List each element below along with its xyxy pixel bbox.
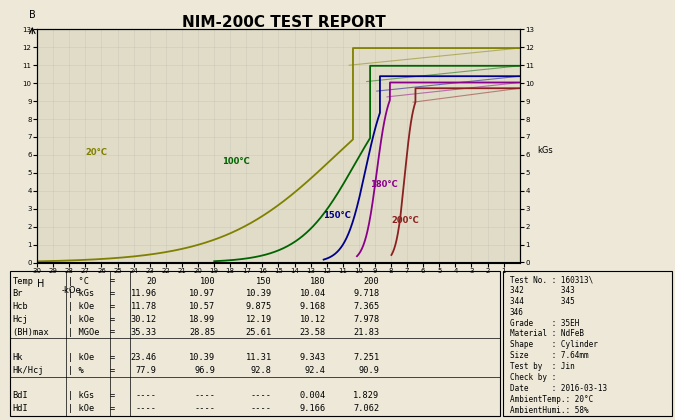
Text: 344        345: 344 345 — [510, 297, 574, 306]
Text: 11.96: 11.96 — [131, 289, 157, 298]
Text: 9.166: 9.166 — [300, 404, 326, 413]
Text: =: = — [109, 276, 115, 286]
Text: AmbientHumi.: 58%: AmbientHumi.: 58% — [510, 405, 588, 415]
Text: ----: ---- — [136, 391, 157, 400]
Text: Material : NdFeB: Material : NdFeB — [510, 329, 584, 339]
Text: 10.97: 10.97 — [190, 289, 215, 298]
Text: | °C: | °C — [68, 276, 89, 286]
Text: 7.978: 7.978 — [353, 315, 379, 324]
Text: ----: ---- — [194, 391, 215, 400]
Text: Check by :: Check by : — [510, 373, 556, 382]
Text: B: B — [29, 10, 36, 21]
Text: 30.12: 30.12 — [131, 315, 157, 324]
Text: Br: Br — [13, 289, 23, 298]
Text: 92.4: 92.4 — [305, 366, 326, 375]
Text: | kGs: | kGs — [68, 289, 94, 298]
Text: 28.85: 28.85 — [190, 328, 215, 336]
Text: 150: 150 — [256, 276, 272, 286]
Text: 200°C: 200°C — [391, 216, 418, 225]
Text: H: H — [37, 278, 45, 289]
Text: 21.83: 21.83 — [353, 328, 379, 336]
Text: =: = — [109, 391, 115, 400]
Text: =: = — [109, 366, 115, 375]
Text: Test by  : Jin: Test by : Jin — [510, 362, 574, 371]
Text: HdI: HdI — [13, 404, 28, 413]
Text: Temp: Temp — [13, 276, 34, 286]
Text: Hcj: Hcj — [13, 315, 28, 324]
Text: 25.61: 25.61 — [246, 328, 272, 336]
Text: 7.365: 7.365 — [353, 302, 379, 311]
Text: =: = — [109, 404, 115, 413]
Text: 7.062: 7.062 — [353, 404, 379, 413]
Text: 18.99: 18.99 — [190, 315, 215, 324]
Text: 35.33: 35.33 — [131, 328, 157, 336]
Text: 1.829: 1.829 — [353, 391, 379, 400]
Text: 10.12: 10.12 — [300, 315, 326, 324]
Text: 180: 180 — [310, 276, 326, 286]
Text: =: = — [109, 289, 115, 298]
Text: 10.39: 10.39 — [246, 289, 272, 298]
Text: 23.58: 23.58 — [300, 328, 326, 336]
Text: Hcb: Hcb — [13, 302, 28, 311]
Text: | %: | % — [68, 366, 84, 375]
Y-axis label: kGs: kGs — [537, 146, 554, 155]
Text: =: = — [109, 353, 115, 362]
Text: Hk/Hcj: Hk/Hcj — [13, 366, 44, 375]
Text: (BH)max: (BH)max — [13, 328, 49, 336]
Text: AmbientTemp.: 20°C: AmbientTemp.: 20°C — [510, 395, 593, 404]
Text: 150°C: 150°C — [323, 211, 352, 220]
Text: 7.251: 7.251 — [353, 353, 379, 362]
Text: 12.19: 12.19 — [246, 315, 272, 324]
Text: Test No. : 160313\: Test No. : 160313\ — [510, 275, 593, 284]
Text: Date     : 2016-03-13: Date : 2016-03-13 — [510, 384, 607, 393]
Text: 23.46: 23.46 — [131, 353, 157, 362]
Text: 9.168: 9.168 — [300, 302, 326, 311]
Text: 10.57: 10.57 — [190, 302, 215, 311]
Text: 90.9: 90.9 — [358, 366, 379, 375]
Text: 10.39: 10.39 — [190, 353, 215, 362]
Text: Hk: Hk — [13, 353, 23, 362]
Text: | kOe: | kOe — [68, 302, 94, 311]
Text: NIM-200C TEST REPORT: NIM-200C TEST REPORT — [182, 15, 385, 30]
Text: | kOe: | kOe — [68, 315, 94, 324]
Text: Shape    : Cylinder: Shape : Cylinder — [510, 340, 597, 349]
Text: 180°C: 180°C — [370, 180, 398, 189]
Text: 10.04: 10.04 — [300, 289, 326, 298]
Text: 11.31: 11.31 — [246, 353, 272, 362]
Text: =: = — [109, 302, 115, 311]
Text: 200: 200 — [364, 276, 379, 286]
Text: ----: ---- — [251, 404, 272, 413]
Text: 346: 346 — [510, 308, 524, 317]
Text: | kOe: | kOe — [68, 404, 94, 413]
Text: | kOe: | kOe — [68, 353, 94, 362]
Text: 20: 20 — [146, 276, 157, 286]
Text: ----: ---- — [251, 391, 272, 400]
Text: 96.9: 96.9 — [194, 366, 215, 375]
Text: 9.343: 9.343 — [300, 353, 326, 362]
Text: 0.004: 0.004 — [300, 391, 326, 400]
Text: Grade    : 35EH: Grade : 35EH — [510, 318, 579, 328]
Text: 77.9: 77.9 — [136, 366, 157, 375]
Text: =: = — [109, 315, 115, 324]
Text: =: = — [109, 328, 115, 336]
Text: BdI: BdI — [13, 391, 28, 400]
Text: | MGOe: | MGOe — [68, 328, 99, 336]
Text: 100°C: 100°C — [222, 157, 250, 166]
Text: 342        343: 342 343 — [510, 286, 574, 295]
Text: 100: 100 — [200, 276, 215, 286]
Text: ----: ---- — [136, 404, 157, 413]
Text: 92.8: 92.8 — [251, 366, 272, 375]
Text: 20°C: 20°C — [86, 148, 107, 157]
Text: 9.875: 9.875 — [246, 302, 272, 311]
Text: 11.78: 11.78 — [131, 302, 157, 311]
Text: | kGs: | kGs — [68, 391, 94, 400]
Text: 9.718: 9.718 — [353, 289, 379, 298]
Text: -kOe: -kOe — [61, 286, 81, 295]
Text: ----: ---- — [194, 404, 215, 413]
Text: Size     : 7.64mm: Size : 7.64mm — [510, 351, 588, 360]
